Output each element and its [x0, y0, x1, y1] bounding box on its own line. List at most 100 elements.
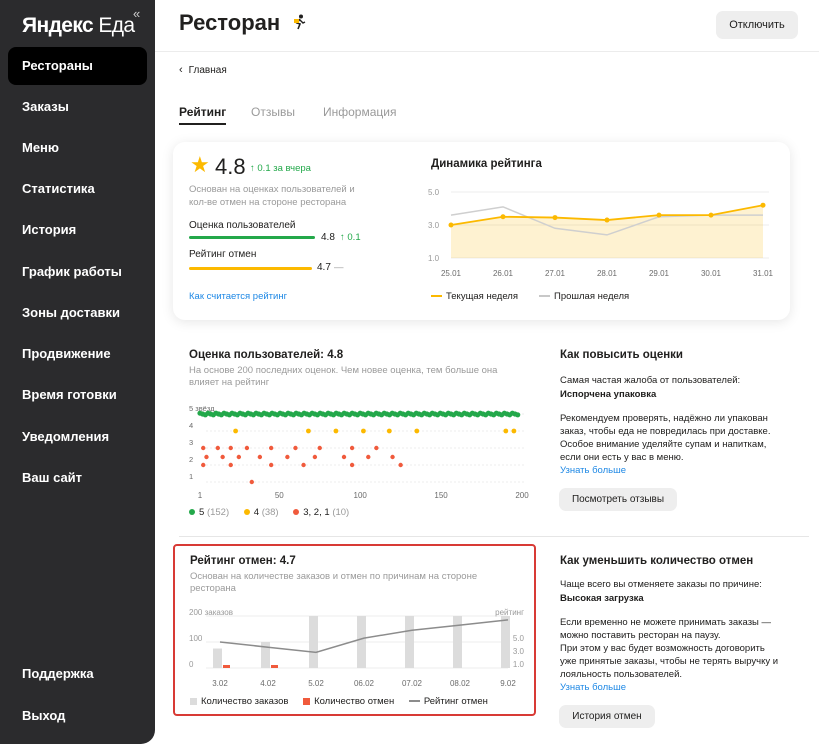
- dyn-point: [500, 214, 506, 220]
- dyn-xtick: 29.01: [649, 269, 670, 278]
- sidebar-item-history[interactable]: История: [22, 222, 77, 237]
- scatter-point-4: [233, 428, 238, 434]
- scatter-point-low: [201, 445, 206, 451]
- scatter-point-4: [414, 428, 420, 434]
- scatter-point-4: [503, 428, 509, 434]
- tab-rating[interactable]: Рейтинг: [179, 105, 227, 125]
- scatter-xtick: 50: [275, 491, 284, 500]
- orders-bar: [405, 616, 414, 668]
- dyn-xtick: 27.01: [545, 269, 566, 278]
- sidebar-item-support[interactable]: Поддержка: [22, 666, 94, 681]
- sidebar-item-your-site[interactable]: Ваш сайт: [22, 470, 83, 485]
- tab-information[interactable]: Информация: [323, 105, 397, 119]
- scatter-point-low: [374, 445, 379, 451]
- scatter-point-low: [249, 479, 254, 485]
- users-rating-bar: [189, 236, 315, 239]
- dyn-xtick: 31.01: [753, 269, 774, 278]
- how-rating-calculated-link[interactable]: Как считается рейтинг: [189, 291, 288, 302]
- dyn-ytick: 5.0: [428, 188, 440, 197]
- sidebar-item-restaurants[interactable]: Рестораны: [8, 47, 147, 85]
- cancel-xtick: 3.02: [212, 679, 228, 688]
- reduce-more-link[interactable]: Узнать больше: [560, 682, 627, 693]
- users-section-title: Оценка пользователей: 4.8: [189, 349, 344, 361]
- scatter-point-low: [228, 462, 233, 468]
- cancel-xtick: 4.02: [260, 679, 276, 688]
- scatter-point-low: [390, 454, 395, 460]
- dyn-point: [552, 215, 558, 221]
- scatter-point-5: [515, 412, 521, 418]
- star-icon: ★: [190, 152, 210, 177]
- dyn-point: [708, 212, 714, 218]
- scatter-point-low: [312, 454, 318, 460]
- scatter-xtick: 1: [198, 491, 203, 500]
- arrow-up-icon: ↑: [250, 163, 255, 174]
- users-section-note-2: влияет на рейтинг: [189, 377, 270, 388]
- legend-line-icon: [408, 700, 420, 703]
- breadcrumb[interactable]: ‹ Главная: [179, 64, 227, 76]
- cancel-yright-tick: 5.0: [513, 634, 525, 643]
- tab-reviews[interactable]: Отзывы: [251, 105, 295, 119]
- sidebar-item-statistics[interactable]: Статистика: [22, 181, 95, 196]
- sidebar-item-promotion[interactable]: Продвижение: [22, 346, 111, 361]
- disable-button[interactable]: Отключить: [716, 11, 798, 39]
- dyn-point: [448, 222, 454, 228]
- sidebar-item-menu[interactable]: Меню: [22, 140, 60, 155]
- legend-line-icon: [431, 295, 442, 298]
- orders-bar: [501, 616, 510, 668]
- sidebar-item-schedule[interactable]: График работы: [22, 264, 122, 279]
- breadcrumb-home[interactable]: Главная: [188, 65, 227, 76]
- scatter-point-low: [244, 445, 250, 451]
- arrow-up-icon: ↑: [340, 232, 345, 243]
- cancel-rating-delta: —: [334, 262, 344, 273]
- cancel-xtick: 9.02: [500, 679, 516, 688]
- sidebar-item-logout[interactable]: Выход: [22, 708, 66, 723]
- cancels-bar: [223, 665, 230, 668]
- scatter-xtick: 150: [434, 491, 448, 500]
- scatter-ytick: 1: [189, 472, 193, 481]
- dyn-xtick: 28.01: [597, 269, 618, 278]
- improve-p1: Рекомендуем проверять, надёжно ли упаков…: [560, 413, 768, 424]
- users-rating-value: 4.8: [321, 232, 335, 243]
- legend-five: 5 (152): [189, 507, 229, 518]
- sidebar-item-cooking-time[interactable]: Время готовки: [22, 387, 117, 402]
- dyn-ytick: 1.0: [428, 254, 440, 263]
- reduce-line1: Чаще всего вы отменяете заказы по причин…: [560, 579, 762, 590]
- sidebar-item-notifications[interactable]: Уведомления: [22, 429, 110, 444]
- orders-bar: [453, 616, 462, 668]
- scatter-ytick: 5 звёзд: [189, 404, 215, 413]
- rating-value: 4.8: [215, 154, 246, 179]
- legend-rating: Рейтинг отмен: [408, 696, 488, 707]
- scatter-point-low: [398, 462, 403, 468]
- sidebar-item-delivery-zones[interactable]: Зоны доставки: [22, 305, 120, 320]
- scatter-point-low: [349, 462, 355, 468]
- cancel-yright-tick: 3.0: [513, 647, 525, 656]
- legend-square-icon: [303, 697, 311, 705]
- collapse-sidebar-icon[interactable]: «: [133, 6, 140, 21]
- scatter-point-low: [257, 454, 263, 460]
- cancel-rating-value: 4.7: [317, 262, 331, 273]
- rating-card: ★ 4.8 ↑ 0.1 за вчера Основан на оценках …: [173, 142, 790, 320]
- yandex-eda-logo[interactable]: Яндекс Еда: [22, 14, 135, 37]
- legend-square-icon: [190, 697, 197, 705]
- dynamics-title: Динамика рейтинга: [431, 158, 542, 170]
- scatter-xtick: 200: [515, 491, 529, 500]
- improve-more-link[interactable]: Узнать больше: [560, 465, 627, 476]
- view-reviews-button[interactable]: Посмотреть отзывы: [559, 488, 677, 511]
- dyn-xtick: 30.01: [701, 269, 722, 278]
- cancel-yleft-tick: 100: [189, 634, 203, 643]
- reduce-p5: лояльность пользователей.: [560, 669, 683, 680]
- page-header: Ресторан Отключить: [155, 0, 819, 52]
- reduce-reason: Высокая загрузка: [560, 593, 644, 604]
- orders-bar: [261, 642, 270, 668]
- users-legend: 5 (152) 4 (38) 3, 2, 1 (10): [189, 507, 349, 518]
- sidebar-item-orders[interactable]: Заказы: [22, 99, 69, 114]
- reduce-p3: При этом у вас будет возможность договор…: [560, 643, 765, 654]
- cancel-yleft-tick: 200 заказов: [189, 608, 233, 617]
- orders-bar: [213, 648, 222, 668]
- dynamics-chart: 5.0 3.0 1.0 25.01 26.01 27.01 28.01 29.01 30.…: [428, 188, 774, 278]
- cancel-legend: Количество заказов Количество отмен Рейт…: [190, 696, 488, 707]
- scatter-point-4: [361, 428, 366, 434]
- cancel-rating-bar: [189, 267, 313, 270]
- cancel-history-button[interactable]: История отмен: [559, 705, 655, 728]
